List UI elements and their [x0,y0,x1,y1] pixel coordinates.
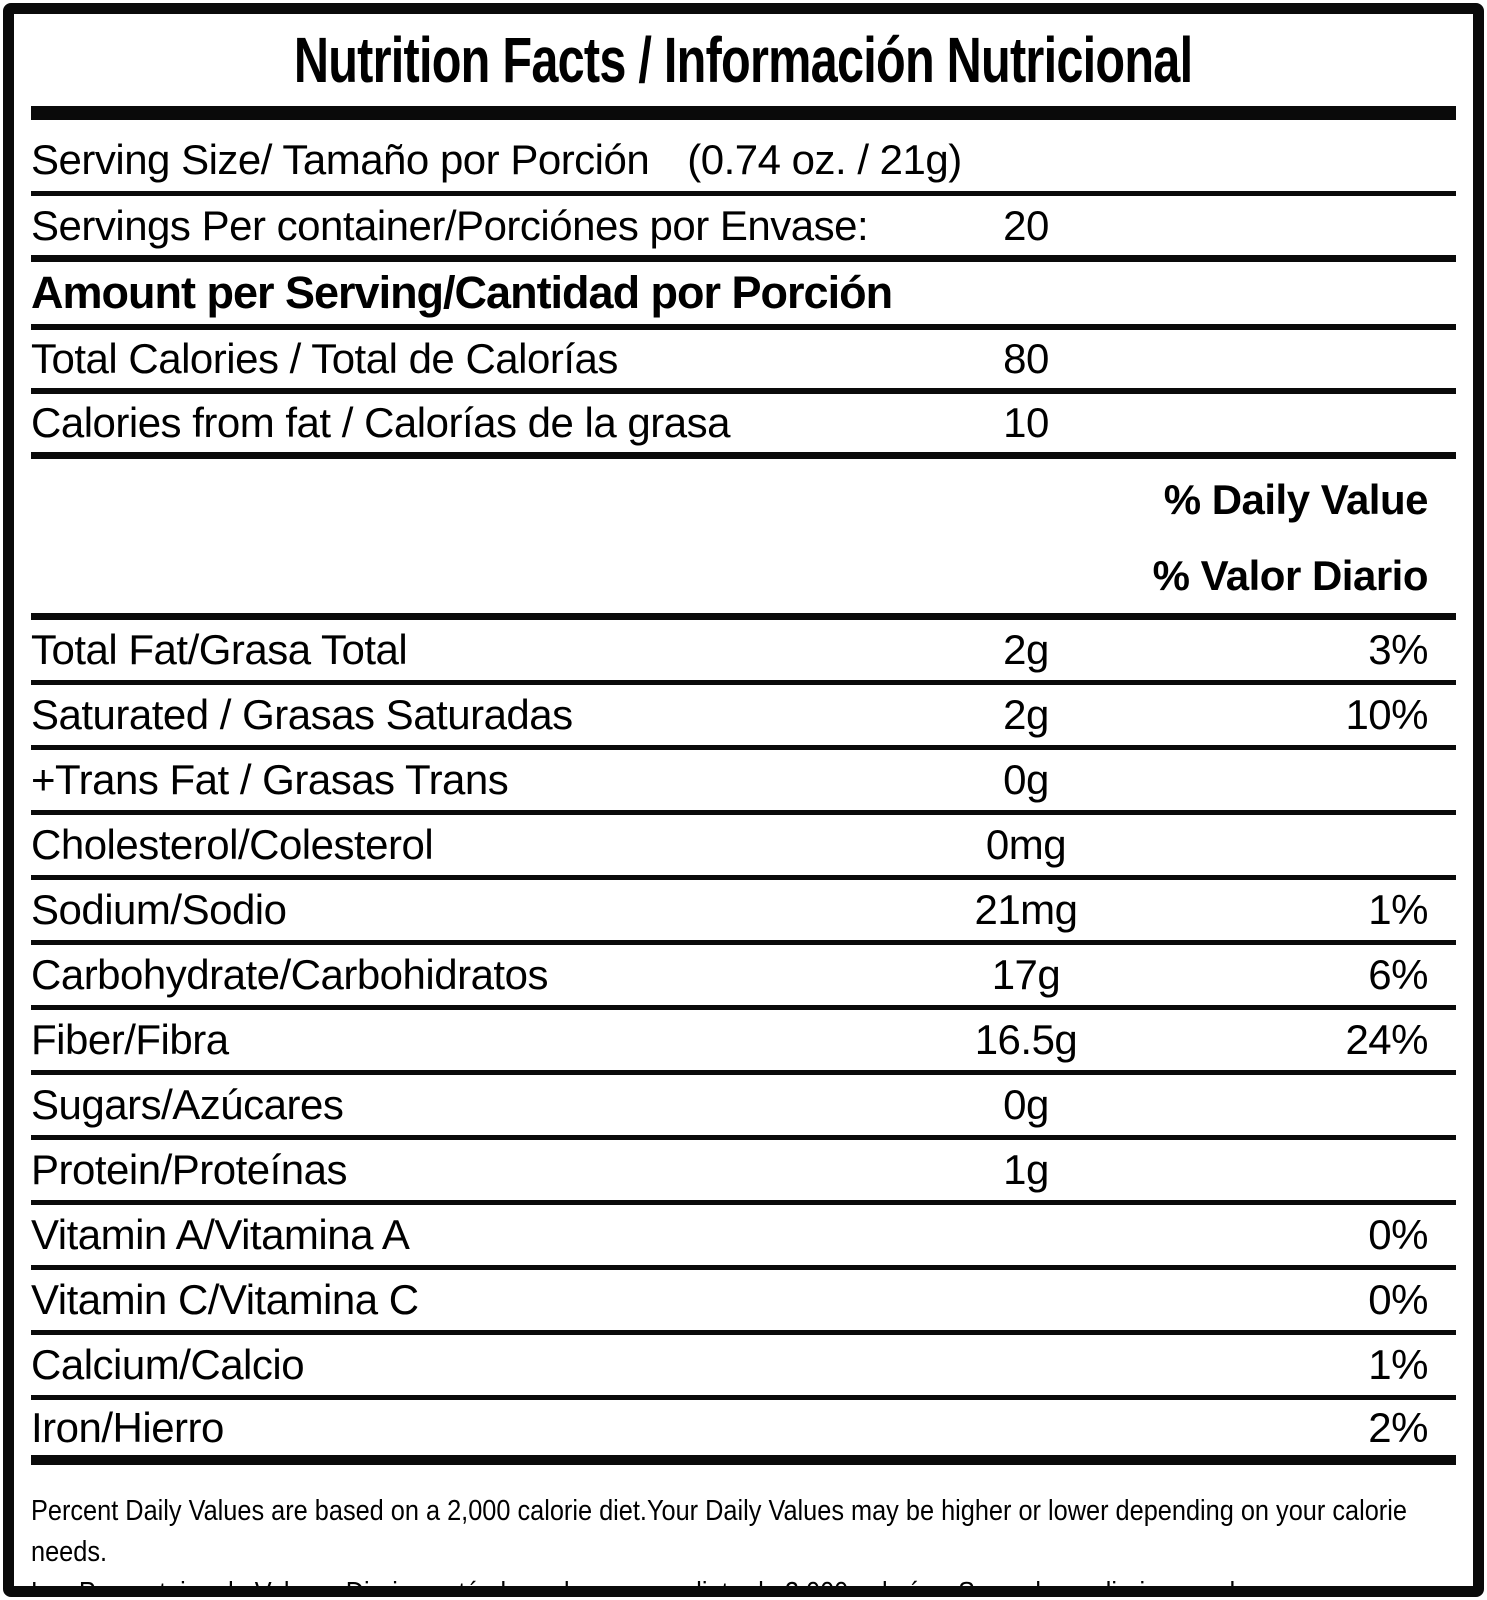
amount-per-serving-heading: Amount per Serving/Cantidad por Porción [31,267,893,318]
nutrient-row: Total Fat/Grasa Total 2g 3% [31,620,1456,685]
label-title-wrap: Nutrition Facts / Información Nutriciona… [31,14,1456,106]
nutrient-row: Sodium/Sodio 21mg 1% [31,880,1456,945]
nutrition-facts-label: Nutrition Facts / Información Nutriciona… [3,3,1484,1597]
nutrient-amount: 0g [1003,756,1049,803]
nutrient-label: Carbohydrate/Carbohidratos [31,951,548,998]
title-divider-bar [31,106,1456,120]
amount-per-serving-heading-row: Amount per Serving/Cantidad por Porción [31,262,1456,330]
nutrient-amount: 17g [991,951,1061,998]
nutrient-row: Fiber/Fibra 16.5g 24% [31,1010,1456,1075]
nutrient-row: Sugars/Azúcares 0g [31,1075,1456,1140]
footnote-es: Los Porcentajes de Valores Diarios están… [31,1577,1431,1597]
daily-value-header: % Daily Value % Valor Diario [31,459,1456,620]
serving-size-label: Serving Size/ Tamaño por Porción [31,136,650,183]
nutrient-daily-value: 3% [1368,626,1428,673]
nutrient-label: +Trans Fat / Grasas Trans [31,756,509,803]
nutrient-row: Vitamin A/Vitamina A 0% [31,1205,1456,1270]
nutrient-label: Sodium/Sodio [31,886,287,933]
servings-per-container-row: Servings Per container/Porciónes por Env… [31,196,1456,262]
label-title: Nutrition Facts / Información Nutriciona… [294,24,1193,96]
nutrient-daily-value: 2% [1368,1403,1428,1451]
nutrient-label: Sugars/Azúcares [31,1081,344,1128]
daily-value-header-en: % Daily Value [1163,476,1429,523]
serving-size-row: Serving Size/ Tamaño por Porción (0.74 o… [31,129,1456,196]
footnote-en: Percent Daily Values are based on a 2,00… [31,1495,1407,1569]
total-calories-value: 80 [1003,335,1049,382]
nutrient-amount: 1g [1003,1146,1049,1193]
nutrient-row: Vitamin C/Vitamina C 0% [31,1270,1456,1335]
nutrient-row: Saturated / Grasas Saturadas 2g 10% [31,685,1456,750]
nutrient-amount: 2g [1003,691,1049,738]
nutrient-row: Carbohydrate/Carbohidratos 17g 6% [31,945,1456,1010]
daily-value-header-es: % Valor Diario [1152,552,1429,599]
nutrient-table: Total Fat/Grasa Total 2g 3% Saturated / … [31,620,1456,1465]
calories-from-fat-value: 10 [1003,399,1049,446]
calories-from-fat-row: Calories from fat / Calorías de la grasa… [31,394,1456,459]
nutrient-daily-value: 0% [1368,1211,1428,1258]
nutrient-daily-value: 6% [1368,951,1428,998]
servings-per-container-label: Servings Per container/Porciónes por Env… [31,201,869,249]
nutrient-amount: 21mg [974,886,1078,933]
nutrient-row: +Trans Fat / Grasas Trans 0g [31,750,1456,815]
nutrient-label: Calcium/Calcio [31,1341,305,1388]
calories-from-fat-label: Calories from fat / Calorías de la grasa [31,399,730,446]
nutrient-row: Calcium/Calcio 1% [31,1335,1456,1400]
total-calories-label: Total Calories / Total de Calorías [31,335,618,382]
nutrient-label: Vitamin A/Vitamina A [31,1211,410,1258]
nutrient-label: Iron/Hierro [31,1403,224,1451]
nutrient-daily-value: 1% [1368,1341,1428,1388]
nutrient-row: Iron/Hierro 2% [31,1400,1456,1465]
nutrient-amount: 0g [1003,1081,1049,1128]
nutrient-label: Total Fat/Grasa Total [31,626,408,673]
nutrient-label: Protein/Proteínas [31,1146,348,1193]
nutrient-daily-value: 0% [1368,1276,1428,1323]
nutrient-amount: 0mg [985,821,1067,868]
total-calories-row: Total Calories / Total de Calorías 80 [31,330,1456,394]
nutrient-row: Cholesterol/Colesterol 0mg [31,815,1456,880]
nutrient-daily-value: 24% [1345,1016,1428,1063]
nutrient-daily-value: 10% [1345,691,1428,738]
servings-per-container-value: 20 [1003,201,1049,249]
nutrient-label: Saturated / Grasas Saturadas [31,691,573,738]
nutrient-daily-value: 1% [1368,886,1428,933]
serving-size-value: (0.74 oz. / 21g) [687,136,962,183]
nutrient-amount: 16.5g [974,1016,1078,1063]
nutrient-label: Cholesterol/Colesterol [31,821,434,868]
nutrient-label: Fiber/Fibra [31,1016,229,1063]
nutrient-label: Vitamin C/Vitamina C [31,1276,419,1323]
nutrient-row: Protein/Proteínas 1g [31,1140,1456,1205]
nutrient-amount: 2g [1003,626,1049,673]
footnote: Percent Daily Values are based on a 2,00… [31,1465,1456,1597]
